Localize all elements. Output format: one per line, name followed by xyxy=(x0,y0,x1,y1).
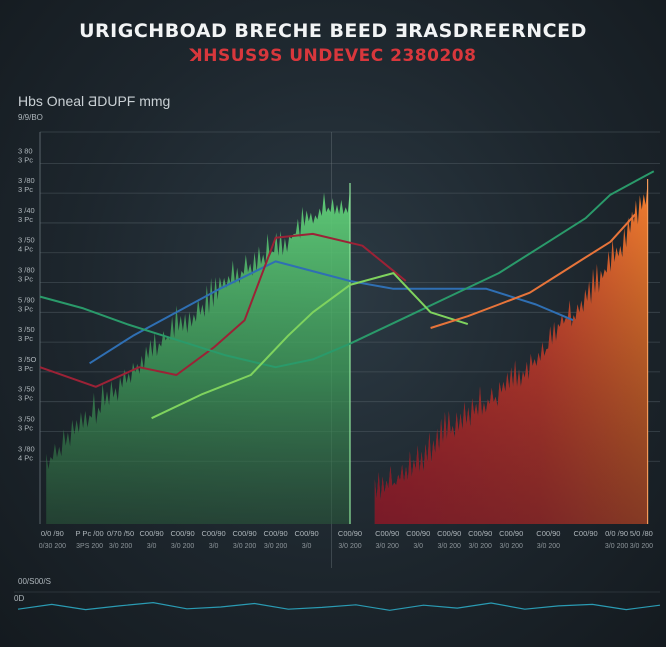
x-tick-label: 3/0 200 xyxy=(469,543,492,550)
x-tick-label: 3/0 200 xyxy=(171,543,194,550)
x-tick-label: 3/0 200 xyxy=(500,543,523,550)
y-tick-label: 3 /50 xyxy=(18,414,35,423)
x-tick-label: C00/90 xyxy=(375,529,399,538)
y-tick-label: 3 /80 xyxy=(18,444,35,453)
x-tick-label: 3/0 200 xyxy=(109,543,132,550)
y-tick-label: 3 Pc xyxy=(18,394,33,403)
x-tick-label: P Pc /00 xyxy=(75,529,103,538)
line-series xyxy=(151,272,469,420)
y-tick-label: 3 Pc xyxy=(18,155,33,164)
red-area-shade xyxy=(374,181,648,524)
mini-axis-label: 0D xyxy=(14,594,25,603)
y-tick-label: 4 Pc xyxy=(18,453,33,462)
y-tick-label: 3 /50 xyxy=(18,385,35,394)
line-series xyxy=(39,232,407,388)
y-tick-label: 3 /50 xyxy=(18,236,35,245)
line-series xyxy=(89,260,574,365)
x-tick-label: C00/90 xyxy=(499,529,523,538)
y-tick-label: 3 /5O xyxy=(18,355,37,364)
x-tick-label: 3/0 200 xyxy=(438,543,461,550)
page-subtitle: ꓘHSUS9S UNDEVEC 2380208 xyxy=(189,46,477,66)
x-tick-label: 3/0 200 xyxy=(233,543,256,550)
x-tick-label: 3/0 200 xyxy=(338,543,361,550)
y-tick-label: 3 Pc xyxy=(18,215,33,224)
x-tick-label: 3/0 xyxy=(209,543,219,550)
x-tick-label: 3/0 200 xyxy=(264,543,287,550)
green-area-series xyxy=(46,188,350,524)
x-tick-label: C00/90 xyxy=(140,529,164,538)
x-tick-label: 3/0 200 xyxy=(537,543,560,550)
x-tick-label: 3/0 200 xyxy=(376,543,399,550)
y-tick-label: 3 /40 xyxy=(18,206,35,215)
x-tick-label: 0/30 200 xyxy=(39,543,66,550)
x-tick-label: C00/90 xyxy=(202,529,226,538)
areas xyxy=(46,179,649,524)
x-tick-label: 3/0 xyxy=(302,543,312,550)
y-tick-label: 3 Pc xyxy=(18,423,33,432)
y-tick-label: 3 /80 xyxy=(18,266,35,275)
x-tick-label: 0/70 /50 xyxy=(107,529,134,538)
chart-heading: Hbs Oneal ƋDUPF mmg xyxy=(18,93,171,109)
line-series xyxy=(39,170,655,369)
y-tick-label: 3 Pc xyxy=(18,275,33,284)
x-tick-label: C00/90 xyxy=(574,529,598,538)
x-tick-label: C00/90 xyxy=(338,529,362,538)
y-tick-label: 3 Pc xyxy=(18,185,33,194)
mini-line-series xyxy=(17,601,661,611)
lines xyxy=(39,170,655,420)
y-tick-label: 3 Pc xyxy=(18,364,33,373)
y-tick-label: 5 /90 xyxy=(18,295,35,304)
x-tick-label: 3PS 200 xyxy=(76,543,103,550)
x-tick-label: 3/0 200 xyxy=(630,543,653,550)
mini-chart-label: 00/S00/S xyxy=(18,577,51,586)
x-tick-label: 3/0 200 xyxy=(605,543,628,550)
x-tick-label: 0/0 /90 xyxy=(605,529,628,538)
y-tick-label: 3 80 xyxy=(18,146,33,155)
y-tick-label: 3 /50 xyxy=(18,325,35,334)
y-tick-label: 4 Pc xyxy=(18,245,33,254)
line-series xyxy=(430,213,636,329)
page-title: URIGCHBOAD BRECHE BEED ƎRASDREERNCED xyxy=(79,20,587,42)
tick-labels: 3 803 Pc3 /803 Pc3 /403 Pc3 /504 Pc3 /80… xyxy=(18,146,653,550)
x-tick-label: C00/90 xyxy=(406,529,430,538)
y-tick-label: 3 Pc xyxy=(18,304,33,313)
x-tick-label: C00/90 xyxy=(233,529,257,538)
x-tick-label: C00/90 xyxy=(536,529,560,538)
x-tick-label: C00/90 xyxy=(264,529,288,538)
y-axis-unit: 9/9/BO xyxy=(18,113,43,122)
mini-chart xyxy=(14,591,661,611)
y-tick-label: 3 /80 xyxy=(18,176,35,185)
x-tick-label: C00/90 xyxy=(468,529,492,538)
x-tick-label: 0/0 /90 xyxy=(41,529,64,538)
x-tick-label: 5/0 /80 xyxy=(630,529,653,538)
x-tick-label: C00/90 xyxy=(437,529,461,538)
x-tick-label: 3/0 xyxy=(147,543,157,550)
x-tick-label: 3/0 xyxy=(413,543,423,550)
x-tick-label: C00/90 xyxy=(171,529,195,538)
y-tick-label: 3 Pc xyxy=(18,334,33,343)
x-tick-label: C00/90 xyxy=(295,529,319,538)
